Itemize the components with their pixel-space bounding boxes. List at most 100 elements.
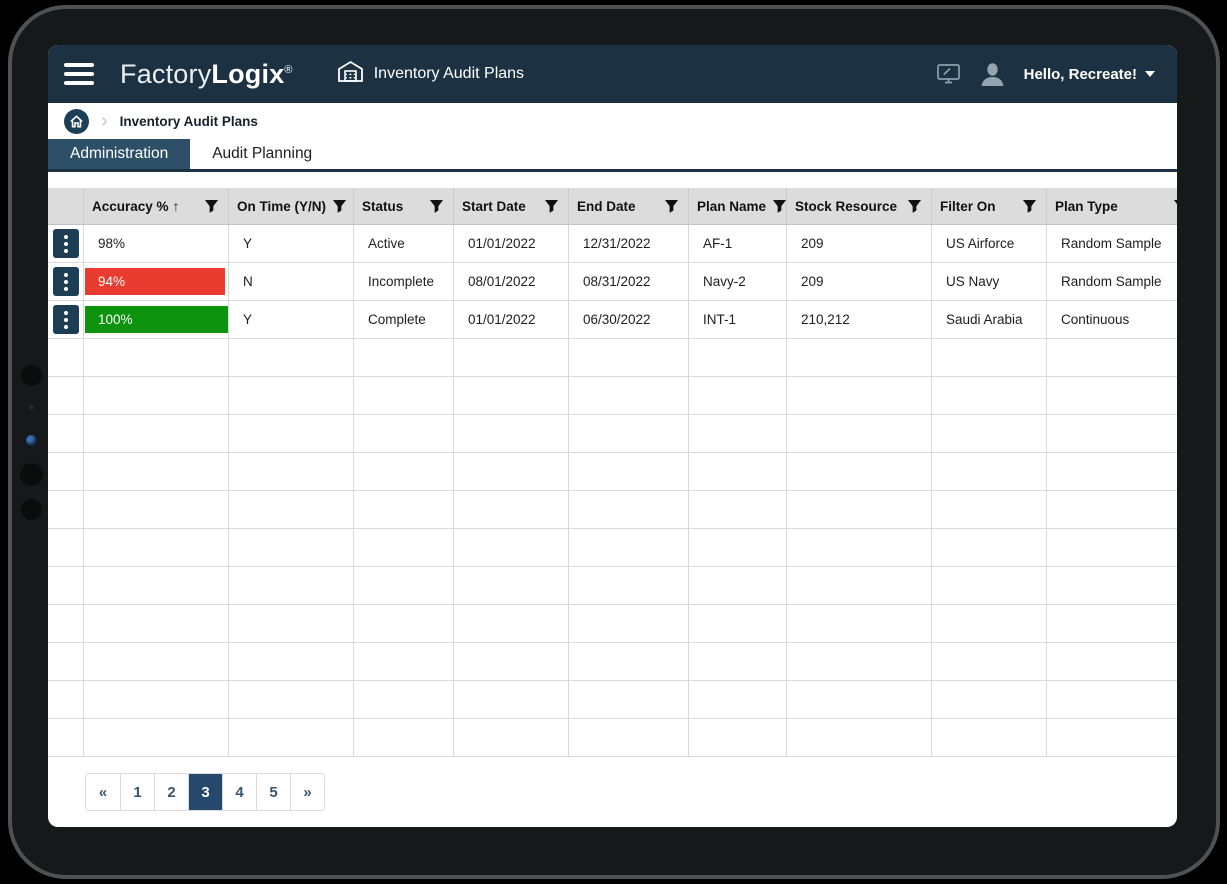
cell-empty [354, 605, 454, 643]
cell-empty [454, 681, 569, 719]
cell-empty [229, 415, 354, 453]
cell-plan-name: Navy-2 [689, 263, 787, 301]
page-prev-icon[interactable]: « [86, 774, 120, 810]
cell-empty [354, 719, 454, 757]
cell-empty [354, 643, 454, 681]
cell-empty [454, 567, 569, 605]
greeting-text: Hello, Recreate! [1023, 65, 1137, 83]
cell-empty [689, 681, 787, 719]
chevron-down-icon [1145, 71, 1155, 77]
row-actions-kebab-icon[interactable] [52, 229, 79, 258]
column-header[interactable]: Status [354, 188, 454, 224]
user-avatar-icon[interactable] [979, 61, 1006, 88]
cell-actions [48, 301, 84, 339]
cell-empty [1047, 643, 1177, 681]
table-row-empty [48, 453, 1177, 491]
table-row-empty [48, 529, 1177, 567]
cell-empty [569, 491, 689, 529]
page-button-5[interactable]: 5 [256, 774, 290, 810]
menu-icon[interactable] [64, 63, 94, 85]
cell-empty [787, 415, 932, 453]
cell-empty [48, 719, 84, 757]
column-header[interactable]: Stock Resource [787, 188, 932, 224]
filter-funnel-icon[interactable] [901, 199, 922, 214]
cell-empty [569, 643, 689, 681]
table-row: 100% Y Complete 01/01/2022 06/30/2022 IN… [48, 301, 1177, 339]
filter-funnel-icon[interactable] [1016, 199, 1037, 214]
display-edit-icon[interactable] [936, 63, 961, 85]
cell-empty [689, 605, 787, 643]
app-screen: FactoryLogix® Inventory Audit Plans [48, 45, 1177, 827]
user-menu[interactable]: Hello, Recreate! [1024, 66, 1155, 83]
cell-empty [932, 643, 1047, 681]
cell-empty [454, 719, 569, 757]
column-header[interactable]: Plan Type [1047, 188, 1177, 224]
cell-empty [1047, 339, 1177, 377]
column-label: Plan Type [1055, 198, 1118, 214]
column-label: End Date [577, 198, 636, 214]
cell-empty [48, 491, 84, 529]
front-camera-lens [26, 435, 37, 446]
home-icon[interactable] [64, 108, 89, 134]
cell-empty [932, 339, 1047, 377]
main-content: Accuracy % ↑ On Time (Y/N) Status Start … [48, 172, 1177, 811]
cell-empty [932, 377, 1047, 415]
cell-empty [932, 491, 1047, 529]
cell-empty [229, 491, 354, 529]
column-header[interactable] [48, 188, 84, 224]
filter-funnel-icon[interactable] [198, 199, 219, 214]
brand-part1: Factory [120, 58, 212, 89]
cell-empty [229, 719, 354, 757]
cell-filter-on: US Airforce [932, 225, 1047, 263]
tab-administration[interactable]: Administration [48, 139, 191, 169]
tab-audit-planning[interactable]: Audit Planning [190, 139, 334, 169]
filter-funnel-icon[interactable] [538, 199, 559, 214]
cell-empty [354, 453, 454, 491]
table-row-empty [48, 491, 1177, 529]
cell-status: Active [354, 225, 454, 263]
page-button-1[interactable]: 1 [120, 774, 154, 810]
cell-start-date: 01/01/2022 [454, 225, 569, 263]
filter-funnel-icon[interactable] [423, 199, 444, 214]
row-actions-kebab-icon[interactable] [52, 267, 79, 296]
column-label: Filter On [940, 198, 996, 214]
page-button-4[interactable]: 4 [222, 774, 256, 810]
cell-empty [569, 719, 689, 757]
page-button-2[interactable]: 2 [154, 774, 188, 810]
filter-funnel-icon[interactable] [766, 199, 787, 214]
page-button-3[interactable]: 3 [188, 774, 222, 810]
column-header[interactable]: Plan Name [689, 188, 787, 224]
cell-empty [1047, 529, 1177, 567]
cell-empty [48, 377, 84, 415]
cell-empty [689, 415, 787, 453]
column-header[interactable]: On Time (Y/N) [229, 188, 354, 224]
cell-empty [454, 453, 569, 491]
cell-empty [84, 491, 229, 529]
cell-empty [229, 643, 354, 681]
table-row-empty [48, 377, 1177, 415]
row-actions-kebab-icon[interactable] [52, 305, 79, 334]
app-bar: FactoryLogix® Inventory Audit Plans [48, 45, 1177, 103]
column-header[interactable]: End Date [569, 188, 689, 224]
app-bar-right: Hello, Recreate! [936, 61, 1155, 88]
column-header[interactable]: Filter On [932, 188, 1047, 224]
cell-plan-type: Continuous [1047, 301, 1177, 339]
breadcrumb-current: Inventory Audit Plans [119, 113, 258, 129]
column-header[interactable]: Accuracy % ↑ [84, 188, 229, 224]
pagination: «1 2 3 4 5» [85, 773, 325, 811]
accuracy-bar: 100% [85, 306, 228, 333]
cell-empty [1047, 681, 1177, 719]
page-next-icon[interactable]: » [290, 774, 324, 810]
cell-empty [48, 605, 84, 643]
cell-empty [932, 415, 1047, 453]
cell-empty [84, 681, 229, 719]
filter-funnel-icon[interactable] [658, 199, 679, 214]
column-header[interactable]: Start Date [454, 188, 569, 224]
cell-empty [229, 605, 354, 643]
filter-funnel-icon[interactable] [326, 199, 347, 214]
cell-empty [84, 339, 229, 377]
cell-empty [1047, 377, 1177, 415]
filter-funnel-icon[interactable] [1167, 199, 1177, 214]
cell-empty [1047, 719, 1177, 757]
